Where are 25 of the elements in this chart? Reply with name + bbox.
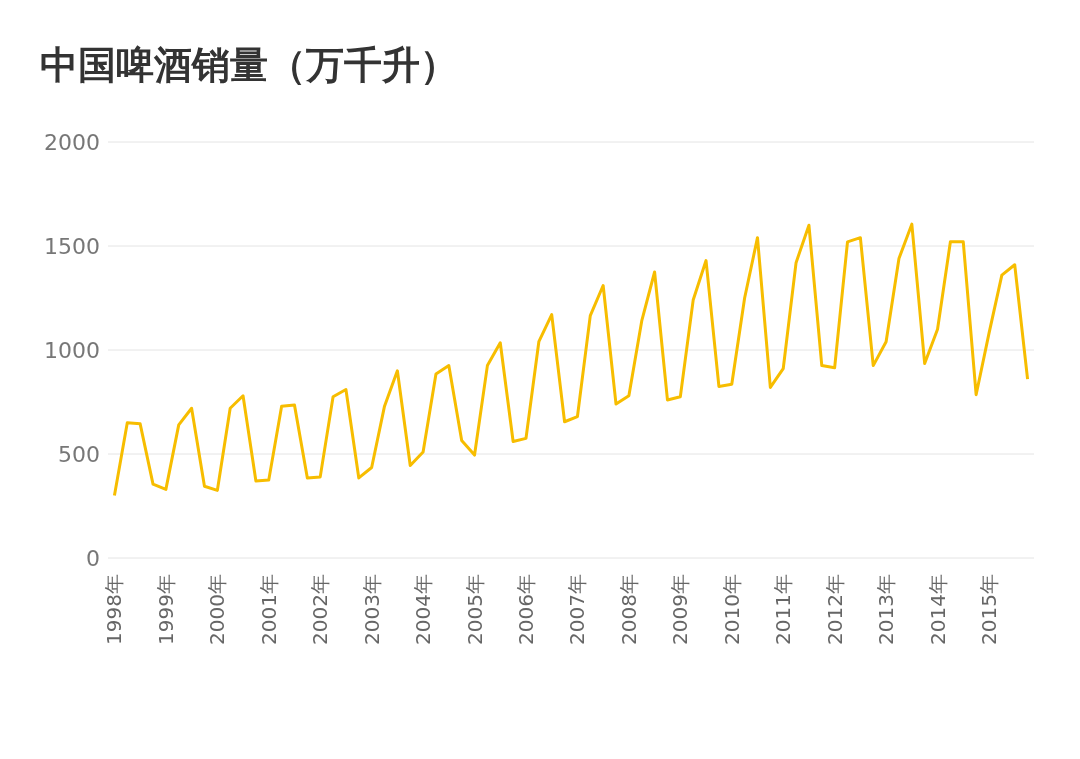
x-tick-label: 2000年 <box>205 574 230 645</box>
x-tick-label: 2010年 <box>719 574 744 645</box>
y-tick-label: 0 <box>86 545 100 571</box>
x-tick-label: 2008年 <box>616 574 641 645</box>
chart-title: 中国啤酒销量（万千升） <box>40 42 458 89</box>
x-tick-label: 2012年 <box>822 574 847 645</box>
x-tick-label: 2002年 <box>308 574 333 645</box>
y-tick-label: 1500 <box>44 233 100 259</box>
x-tick-label: 2011年 <box>771 574 796 645</box>
x-tick-label: 2004年 <box>411 574 436 645</box>
y-tick-label: 500 <box>58 441 100 467</box>
line-series <box>112 222 1030 498</box>
x-tick-label: 2009年 <box>668 574 693 645</box>
x-tick-label: 1999年 <box>153 574 178 645</box>
x-tick-label: 2013年 <box>874 574 899 645</box>
x-tick-label: 2015年 <box>976 574 1001 645</box>
x-tick-label: 2003年 <box>359 574 384 645</box>
x-tick-label: 2006年 <box>513 574 538 645</box>
x-tick-label: 2001年 <box>256 574 281 645</box>
x-tick-label: 1998年 <box>102 574 127 645</box>
x-tick-label: 2005年 <box>462 574 487 645</box>
x-tick-label: 2014年 <box>925 574 950 645</box>
x-tick-label: 2007年 <box>565 574 590 645</box>
y-tick-label: 1000 <box>44 337 100 363</box>
y-tick-label: 2000 <box>44 129 100 155</box>
